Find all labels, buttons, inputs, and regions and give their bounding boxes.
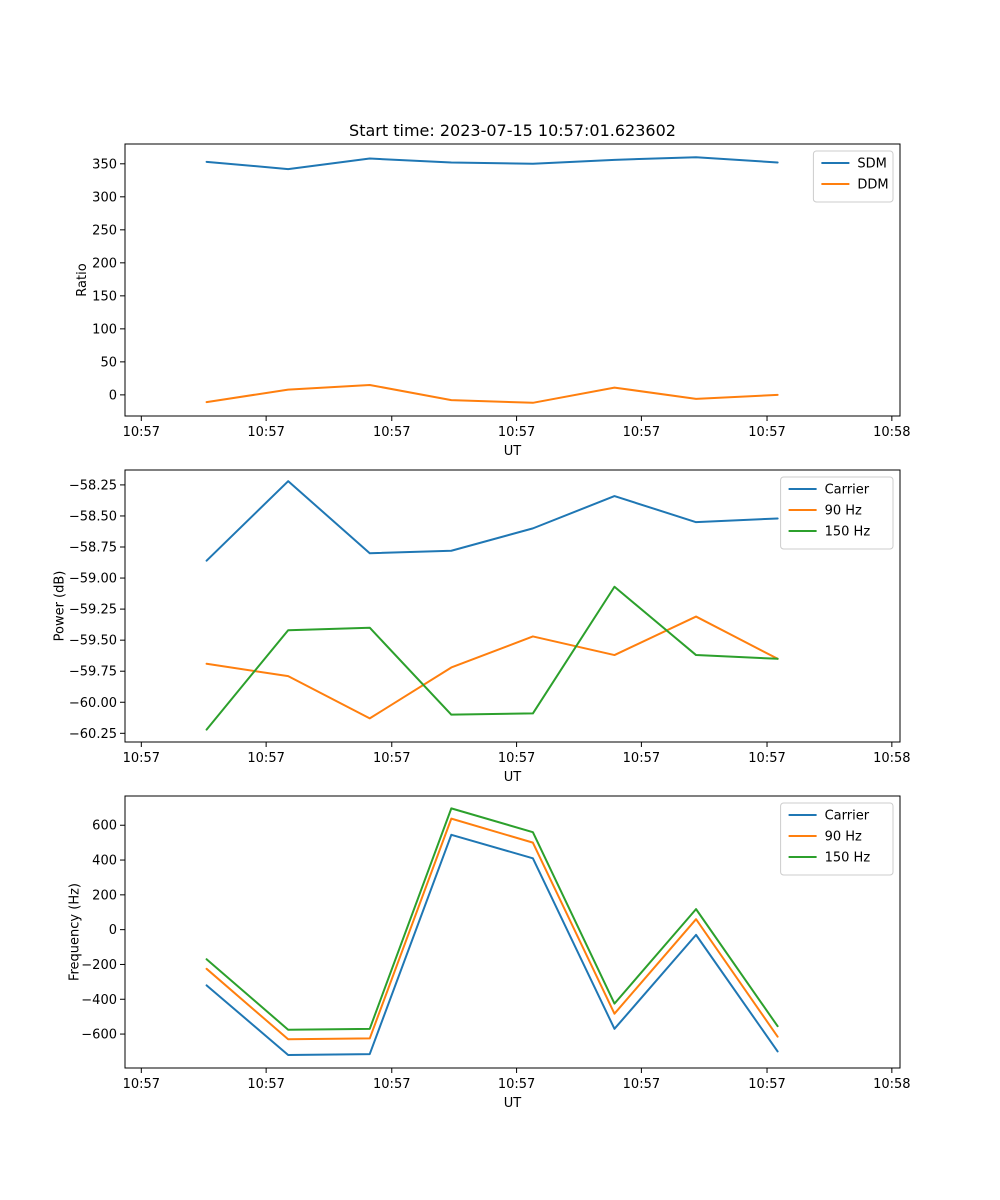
y-tick-label: −400 — [81, 993, 117, 1008]
x-axis-label: UT — [504, 1096, 522, 1111]
legend-label: 90 Hz — [825, 830, 862, 845]
legend-label: Carrier — [825, 809, 870, 824]
x-tick-label: 10:57 — [247, 1077, 284, 1092]
y-tick-label: 350 — [92, 157, 117, 172]
legend: Carrier 90 Hz 150 Hz — [780, 802, 894, 876]
legend: Carrier 90 Hz 150 Hz — [780, 476, 894, 550]
series-line-carrier — [205, 480, 779, 562]
x-tick-label: 10:58 — [873, 425, 910, 440]
x-tick-label: 10:57 — [623, 1077, 660, 1092]
x-tick-label: 10:57 — [623, 751, 660, 766]
y-tick-label: 600 — [92, 819, 117, 834]
x-tick-label: 10:58 — [873, 751, 910, 766]
series-line-sdm — [205, 156, 779, 171]
y-tick-label: −58.75 — [69, 541, 117, 556]
chart-panel-2: 10:57 10:57 10:57 10:57 10:57 10:57 10:58 −60.2… — [52, 469, 911, 785]
y-tick-label: 200 — [92, 256, 117, 271]
x-tick-label: 10:57 — [247, 425, 284, 440]
x-tick-label: 10:57 — [373, 751, 410, 766]
x-tick-label: 10:57 — [623, 425, 660, 440]
x-tick-label: 10:57 — [498, 1077, 535, 1092]
chart-panel-1: Start time: 2023-07-15 10:57:01.623602 10… — [75, 121, 910, 459]
y-tick-label: 50 — [100, 355, 117, 370]
y-tick-label: −59.00 — [69, 572, 117, 587]
series-line-ddm — [205, 383, 779, 404]
y-tick-label: −58.50 — [69, 509, 117, 524]
y-axis-label: Power (dB) — [52, 571, 67, 642]
y-axis-label: Ratio — [75, 263, 90, 296]
legend: SDM DDM — [812, 150, 894, 203]
y-tick-label: −59.50 — [69, 634, 117, 649]
x-tick-label: 10:58 — [873, 1077, 910, 1092]
x-tick-label: 10:57 — [123, 425, 160, 440]
y-tick-label: −60.00 — [69, 696, 117, 711]
y-tick-label: 200 — [92, 888, 117, 903]
chart-panel-3: 10:57 10:57 10:57 10:57 10:57 10:57 10:58 −600 −… — [68, 795, 911, 1111]
x-axis-label: UT — [504, 770, 522, 785]
y-tick-label: 0 — [109, 388, 117, 403]
chart-title: Start time: 2023-07-15 10:57:01.623602 — [349, 121, 676, 140]
x-tick-label: 10:57 — [373, 425, 410, 440]
y-axis-label: Frequency (Hz) — [68, 883, 83, 981]
series-line-90-hz — [205, 817, 779, 1041]
plot-frame — [124, 795, 901, 1069]
x-tick-label: 10:57 — [123, 1077, 160, 1092]
y-tick-label: −59.75 — [69, 665, 117, 680]
legend-label: SDM — [857, 157, 886, 172]
x-tick-label: 10:57 — [748, 1077, 785, 1092]
series-line-90-hz — [205, 615, 779, 720]
y-tick-label: −200 — [81, 958, 117, 973]
y-tick-label: 250 — [92, 223, 117, 238]
y-tick-label: −58.25 — [69, 478, 117, 493]
series-line-carrier — [205, 833, 779, 1056]
x-tick-label: 10:57 — [123, 751, 160, 766]
legend-label: 150 Hz — [825, 851, 871, 866]
x-tick-label: 10:57 — [373, 1077, 410, 1092]
y-tick-label: −59.25 — [69, 603, 117, 618]
x-tick-label: 10:57 — [498, 751, 535, 766]
y-tick-label: 400 — [92, 854, 117, 869]
x-axis-label: UT — [504, 444, 522, 459]
y-tick-label: 300 — [92, 190, 117, 205]
x-tick-label: 10:57 — [748, 751, 785, 766]
series-line-150-hz — [205, 807, 779, 1031]
y-tick-label: −600 — [81, 1028, 117, 1043]
plot-frame — [124, 469, 901, 743]
y-tick-label: 100 — [92, 322, 117, 337]
y-tick-label: −60.25 — [69, 727, 117, 742]
legend-label: Carrier — [825, 483, 870, 498]
plot-frame — [124, 143, 901, 417]
y-tick-label: 0 — [109, 923, 117, 938]
legend-label: DDM — [857, 178, 888, 193]
x-tick-label: 10:57 — [247, 751, 284, 766]
y-tick-label: 150 — [92, 289, 117, 304]
series-line-150-hz — [205, 585, 779, 731]
x-tick-label: 10:57 — [748, 425, 785, 440]
x-tick-label: 10:57 — [498, 425, 535, 440]
legend-label: 150 Hz — [825, 525, 871, 540]
legend-label: 90 Hz — [825, 504, 862, 519]
